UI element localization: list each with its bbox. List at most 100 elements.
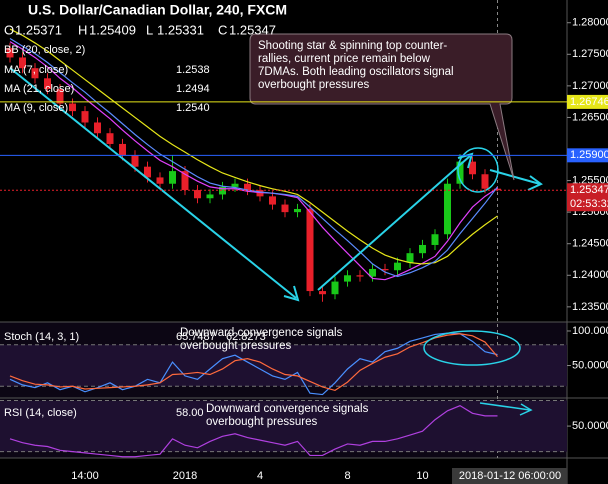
candle-body xyxy=(431,234,439,245)
y-tick-label: 1.24500 xyxy=(572,238,608,250)
y-tick-label: 1.27000 xyxy=(572,80,608,92)
candle-body xyxy=(356,275,364,277)
candle-body xyxy=(306,208,314,292)
trend-arrow xyxy=(9,67,297,299)
candle-body xyxy=(219,186,226,195)
y-tick-label: 1.24000 xyxy=(572,269,608,281)
y-tick-label: 1.26500 xyxy=(572,111,608,123)
candle-body xyxy=(319,291,326,295)
ma-line xyxy=(9,28,498,265)
y-tick-label: 1.28000 xyxy=(572,17,608,29)
candle-body xyxy=(281,204,289,213)
indicator-legend: BB (20, close, 2) xyxy=(4,44,85,56)
candle-body xyxy=(156,177,164,184)
candle-body xyxy=(106,133,114,144)
annotation-box xyxy=(249,33,515,181)
countdown: 02:53:32 xyxy=(570,198,608,210)
candle-body xyxy=(481,174,489,189)
candle-body xyxy=(206,194,214,199)
price-label-box xyxy=(567,183,608,212)
candle-body xyxy=(94,122,101,134)
arrow-head xyxy=(519,403,533,416)
annotation-text: Downward convergence signals xyxy=(180,327,343,339)
level-label: 1.26746 xyxy=(570,96,608,108)
highlight-ellipse xyxy=(423,330,521,366)
arrow-head xyxy=(283,285,300,302)
x-tick-label: 8 xyxy=(344,470,350,482)
level-band xyxy=(0,400,567,452)
candle-body xyxy=(294,208,301,213)
candle-body xyxy=(56,89,64,104)
annotation-text: Downward convergence signals xyxy=(206,403,369,415)
highlight-ellipse xyxy=(457,147,499,193)
level-label-box xyxy=(567,148,608,163)
panel-title: Stoch (14, 3, 1) xyxy=(4,331,79,343)
trend-arrow xyxy=(479,402,531,411)
indicator-line xyxy=(9,333,498,392)
candle-body xyxy=(81,111,89,123)
arrow-head xyxy=(527,175,543,191)
x-tick-label: 4 xyxy=(257,470,263,482)
candle-body xyxy=(69,103,76,112)
plot: 1.280001.275001.270001.265001.255001.250… xyxy=(0,17,608,482)
candle-body xyxy=(119,143,126,156)
candle-body xyxy=(406,253,414,263)
y-tick-label: 1.27500 xyxy=(572,48,608,60)
legend-value: 1.2538 xyxy=(176,64,210,76)
legend-value: 62.8273 xyxy=(226,331,266,343)
candle-body xyxy=(19,57,26,69)
trend-arrow xyxy=(317,155,471,291)
candle-body xyxy=(331,281,339,295)
legend-value: 58.00 xyxy=(176,407,204,419)
annotation-text: overbought pressures xyxy=(180,340,291,352)
ohlc-letter: O xyxy=(4,22,14,37)
y-tick-label: 100.000 xyxy=(572,325,608,337)
candle-body xyxy=(131,155,139,167)
candle-body xyxy=(144,166,151,178)
legend-name: MA (21, close) xyxy=(4,83,74,95)
y-tick-label: 50.0000 xyxy=(572,359,608,371)
price-label: 1.25347 xyxy=(570,184,608,196)
indicator-line xyxy=(9,332,498,396)
candle-body xyxy=(244,183,251,191)
candle-body xyxy=(194,190,201,199)
candle-body xyxy=(419,244,426,254)
annotation-text: overbought pressures xyxy=(206,416,317,428)
ma-line xyxy=(9,38,498,278)
overlay: Shooting star & spinning top counter-ral… xyxy=(0,33,567,416)
y-tick-label: 1.23500 xyxy=(572,301,608,313)
candle-body xyxy=(469,161,476,175)
candle-body xyxy=(31,68,39,79)
legend-name: MA (7, close) xyxy=(4,64,68,76)
legend-value: 1.2540 xyxy=(176,102,210,114)
candle-body xyxy=(231,183,239,187)
indicator-line xyxy=(9,404,498,458)
legend-value: 1.2494 xyxy=(176,83,210,95)
level-label: 1.25900 xyxy=(570,149,608,161)
candle-body xyxy=(369,268,376,277)
x-tick-label: 10 xyxy=(416,470,428,482)
ohlc-value: 1.25371 xyxy=(15,22,62,37)
ohlc-value: 1.25347 xyxy=(229,22,276,37)
ohlc-letter: L xyxy=(146,22,153,37)
ohlc-letter: C xyxy=(218,22,227,37)
ohlc-value: 1.25409 xyxy=(89,22,136,37)
chart-title: U.S. Dollar/Canadian Dollar, 240, FXCM xyxy=(28,2,287,18)
candle-body xyxy=(456,161,464,184)
candle-body xyxy=(181,171,189,191)
x-tick-label: 14:00 xyxy=(71,470,99,482)
y-tick-label: 50.0000 xyxy=(572,420,608,432)
annotation-text: 7DMAs. Both leading oscillators signal xyxy=(258,66,454,78)
level-label-box xyxy=(567,94,608,109)
ohlc-letter: H xyxy=(78,22,87,37)
candle-body xyxy=(494,188,501,191)
candle-body xyxy=(344,275,351,282)
x-tick-label: 2018 xyxy=(173,470,197,482)
legend-name: MA (9, close) xyxy=(4,102,68,114)
candle-body xyxy=(256,190,264,197)
candle-body xyxy=(44,78,51,90)
candle-body xyxy=(269,196,276,205)
candle-body xyxy=(169,171,176,184)
legend-value: 65.7487 xyxy=(176,331,216,343)
